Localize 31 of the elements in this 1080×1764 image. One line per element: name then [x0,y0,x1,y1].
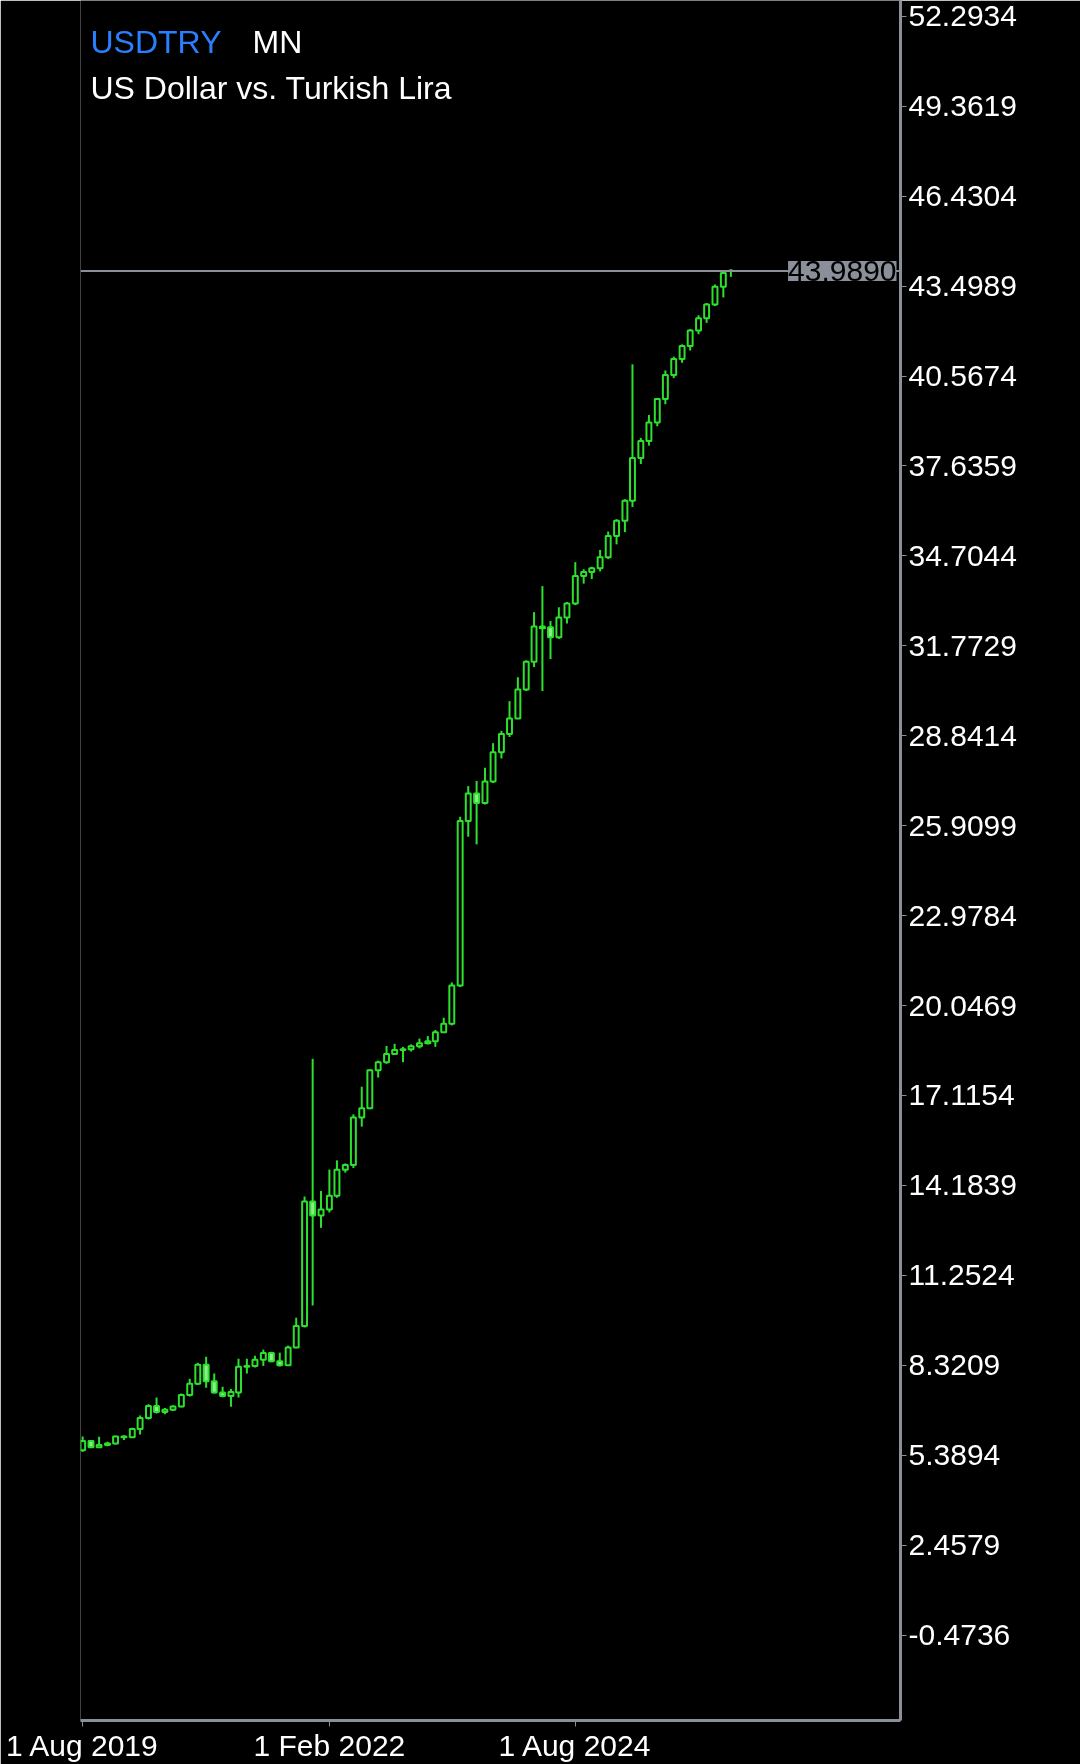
y-tick-label: 34.7044 [908,538,1017,572]
x-tick-label: 1 Aug 2019 [5,1728,158,1762]
text: US Dollar vs. Turkish Lira [90,69,452,106]
y-tick-label: 40.5674 [908,359,1017,393]
y-tick-label: 49.3619 [908,89,1017,123]
y-tick-label: 52.2934 [908,0,1017,33]
y-tick-label: 22.9784 [908,898,1017,932]
x-tick-label: 1 Aug 2024 [498,1728,651,1762]
ref-line-label: 43.9890 [788,254,897,288]
candlestick [563,601,571,625]
y-tick-label: 43.4989 [908,269,1017,303]
y-tick-label: 37.6359 [908,448,1017,482]
y-tick-label: 17.1154 [908,1078,1015,1112]
y-tick-label: 8.3209 [908,1348,1001,1382]
candlestick [317,1190,325,1229]
annotation: MN [252,23,303,60]
y-tick-label: -0.4736 [908,1618,1011,1652]
candlestick [719,269,727,299]
candlestick [202,1355,210,1389]
y-tick-label: 11.2524 [908,1258,1015,1292]
text: USDTRY [90,23,222,60]
candlestick [670,355,678,380]
y-tick-label: 31.7729 [908,628,1017,662]
y-tick-label: 28.8414 [908,718,1017,752]
y-tick-label: 46.4304 [908,179,1017,213]
x-tick-label: 1 Feb 2022 [253,1728,406,1762]
y-tick-label: 2.4579 [908,1528,1001,1562]
y-tick-label: 25.9099 [908,808,1017,842]
y-tick-label: 14.1839 [908,1168,1017,1202]
y-tick-label: 20.0469 [908,988,1017,1022]
y-tick-label: 5.3894 [908,1438,1001,1472]
